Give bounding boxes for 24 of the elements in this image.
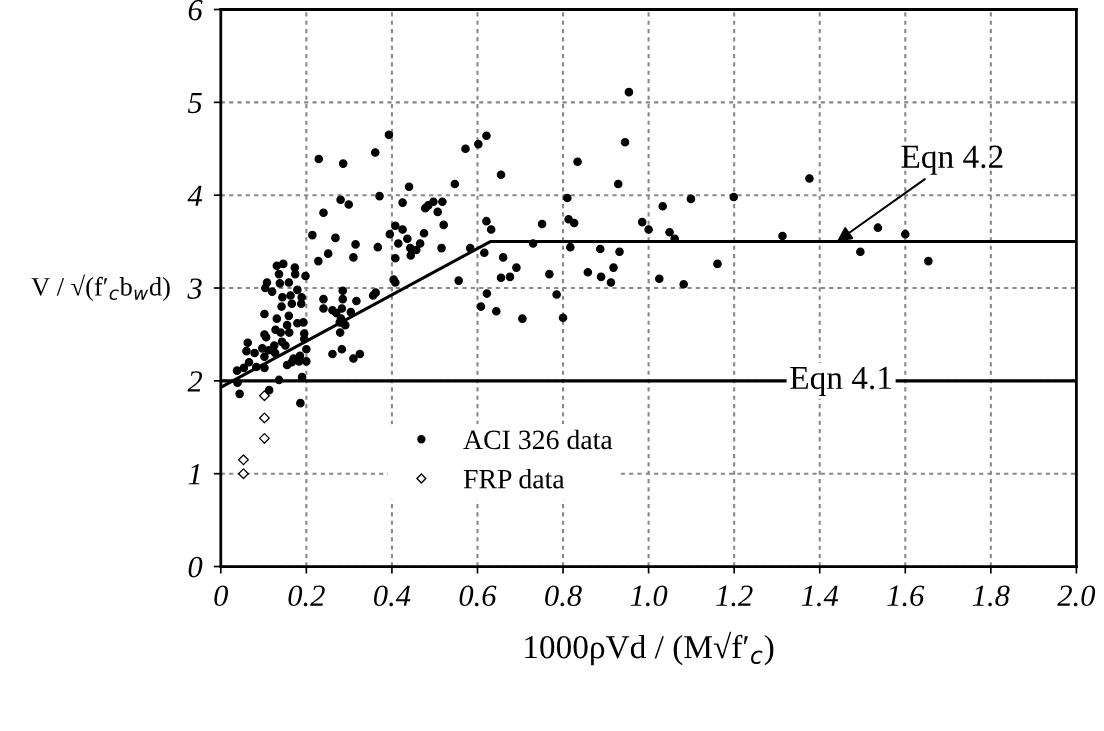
x-tick-label: 0 (214, 585, 229, 607)
ref-line-label: Eqn 4.1 (790, 366, 891, 396)
x-tick-label: 0.8 (545, 585, 582, 607)
x-tick-label: 0.2 (288, 585, 325, 607)
x-tick-label: 1.4 (801, 585, 839, 607)
y-tick-label: 1 (188, 464, 200, 485)
legend-label: ACI 326 data (463, 429, 613, 450)
legend-label: FRP data (463, 468, 565, 489)
x-tick-label: 1.0 (630, 585, 668, 607)
y-tick-label: 5 (187, 92, 202, 114)
x-tick-label: 1.2 (716, 585, 753, 607)
y-tick-label: 0 (188, 556, 203, 578)
x-tick-label: 0.4 (374, 585, 411, 607)
y-axis-title: V / √(f′$_{c}$b$_{w}$d) (31, 274, 170, 302)
x-tick-label: 1.6 (887, 585, 925, 607)
x-tick-label: 1.8 (972, 585, 1010, 607)
annotation: Eqn 4.2 (901, 145, 1003, 175)
y-tick-label: 4 (187, 185, 203, 206)
y-tick-label: 6 (188, 0, 203, 21)
x-tick-label: 2.0 (1057, 585, 1096, 607)
x-axis-title: 1000ρVd / (M√f′$_{c}$) (525, 631, 774, 666)
x-tick-label: 0.6 (459, 585, 497, 607)
y-tick-label: 3 (187, 278, 202, 299)
y-tick-label: 2 (187, 371, 203, 392)
